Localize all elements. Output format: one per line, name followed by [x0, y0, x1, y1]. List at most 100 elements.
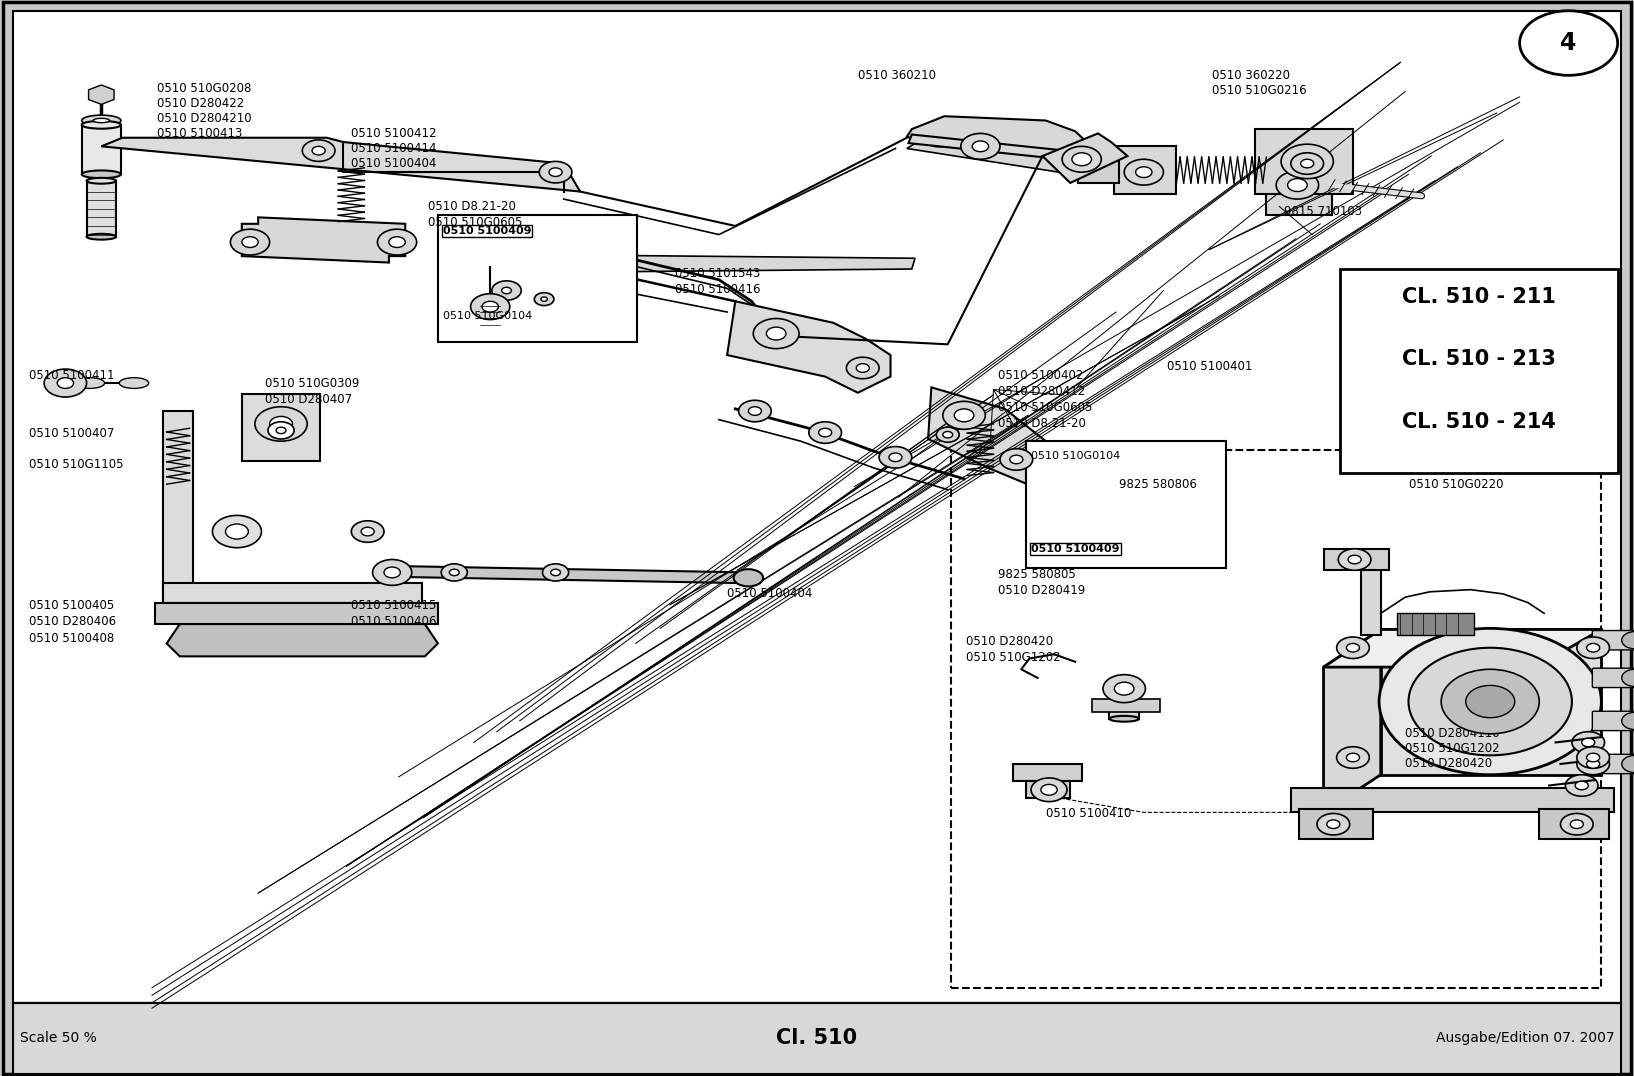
Text: 0510 5100409: 0510 5100409	[443, 226, 531, 237]
Circle shape	[534, 293, 554, 306]
Text: 0510 510G0605: 0510 510G0605	[998, 401, 1093, 414]
Circle shape	[57, 378, 74, 388]
Polygon shape	[1291, 788, 1614, 812]
Text: 0510 5100414: 0510 5100414	[351, 142, 436, 155]
Polygon shape	[1255, 129, 1353, 194]
Circle shape	[1301, 159, 1314, 168]
Polygon shape	[1114, 146, 1176, 194]
Text: 9825 580805: 9825 580805	[998, 568, 1077, 581]
Bar	[1026, 441, 1226, 568]
Circle shape	[1124, 159, 1163, 185]
Text: CL. 510 - 213: CL. 510 - 213	[1402, 350, 1556, 369]
Circle shape	[748, 407, 761, 415]
Text: 0510 5100401: 0510 5100401	[1167, 360, 1252, 373]
Circle shape	[1337, 637, 1369, 659]
Circle shape	[373, 560, 412, 585]
Circle shape	[212, 515, 261, 548]
Polygon shape	[569, 255, 915, 272]
Text: 0510 5100416: 0510 5100416	[675, 283, 760, 296]
Polygon shape	[909, 134, 1065, 159]
Bar	[951, 450, 1601, 988]
Polygon shape	[907, 133, 1111, 176]
Circle shape	[1621, 755, 1634, 773]
Circle shape	[1337, 747, 1369, 768]
Circle shape	[1010, 455, 1023, 464]
Circle shape	[502, 287, 511, 294]
Text: 0510 D280406: 0510 D280406	[29, 615, 116, 628]
Text: 0510 510G0220: 0510 510G0220	[1409, 478, 1503, 491]
Circle shape	[739, 400, 771, 422]
Circle shape	[1281, 144, 1333, 179]
Text: 0510 5100411: 0510 5100411	[29, 369, 114, 382]
Circle shape	[1572, 732, 1605, 753]
Text: 0510 D8.21-20: 0510 D8.21-20	[428, 200, 516, 213]
Circle shape	[1575, 781, 1588, 790]
Polygon shape	[242, 394, 320, 461]
Circle shape	[270, 416, 292, 431]
Circle shape	[1621, 669, 1634, 686]
Circle shape	[1338, 549, 1371, 570]
Circle shape	[889, 453, 902, 462]
Text: 0510 D280422: 0510 D280422	[157, 97, 243, 110]
Ellipse shape	[1109, 678, 1139, 684]
Polygon shape	[1078, 151, 1119, 183]
Circle shape	[1441, 669, 1539, 734]
Circle shape	[44, 369, 87, 397]
Circle shape	[1587, 760, 1600, 768]
Circle shape	[1560, 813, 1593, 835]
Circle shape	[1296, 154, 1319, 169]
Circle shape	[936, 427, 959, 442]
Circle shape	[482, 301, 498, 312]
Text: 0510 D280407: 0510 D280407	[265, 393, 351, 406]
Text: 0510 360220: 0510 360220	[1212, 69, 1291, 82]
Circle shape	[361, 527, 374, 536]
Circle shape	[809, 422, 842, 443]
Text: 0510 D280412: 0510 D280412	[998, 385, 1085, 398]
Bar	[1340, 269, 1618, 473]
Ellipse shape	[82, 170, 121, 179]
Text: 0510 510G1105: 0510 510G1105	[29, 458, 124, 471]
Circle shape	[276, 427, 286, 434]
Circle shape	[846, 357, 879, 379]
Circle shape	[943, 431, 953, 438]
Ellipse shape	[734, 569, 763, 586]
Text: 0510 5100410: 0510 5100410	[1046, 807, 1131, 820]
Polygon shape	[1324, 629, 1601, 667]
Circle shape	[1103, 675, 1145, 703]
Text: 0510 5100406: 0510 5100406	[351, 615, 436, 628]
Text: 0510 5100404: 0510 5100404	[727, 587, 812, 600]
Bar	[13, 1003, 1621, 1074]
Circle shape	[1621, 632, 1634, 649]
Circle shape	[539, 161, 572, 183]
Circle shape	[230, 229, 270, 255]
Circle shape	[766, 327, 786, 340]
FancyBboxPatch shape	[1592, 668, 1634, 688]
Text: 0510 360210: 0510 360210	[858, 69, 936, 82]
Text: 0510 5100405: 0510 5100405	[29, 599, 114, 612]
Circle shape	[1570, 820, 1583, 829]
Circle shape	[1409, 648, 1572, 755]
Ellipse shape	[119, 378, 149, 388]
FancyBboxPatch shape	[1592, 631, 1634, 650]
Ellipse shape	[93, 118, 109, 123]
Polygon shape	[1013, 764, 1082, 781]
Ellipse shape	[82, 115, 121, 126]
Ellipse shape	[75, 378, 105, 388]
Text: 0510 D2804210: 0510 D2804210	[157, 112, 252, 125]
Polygon shape	[1361, 560, 1381, 635]
Text: 0510 5100404: 0510 5100404	[351, 157, 436, 170]
Bar	[82, 125, 121, 174]
Ellipse shape	[87, 178, 116, 184]
Text: 0510 510G0309: 0510 510G0309	[265, 377, 359, 390]
Circle shape	[1072, 153, 1092, 166]
Polygon shape	[242, 217, 405, 263]
Circle shape	[1291, 153, 1324, 174]
Text: 0510 D280419: 0510 D280419	[998, 584, 1085, 597]
Text: 0510 510G0216: 0510 510G0216	[1212, 84, 1307, 97]
Text: 0510 D2804110: 0510 D2804110	[1405, 727, 1500, 740]
Text: 0510 510G1202: 0510 510G1202	[966, 651, 1060, 664]
Text: 0510 510G0104: 0510 510G0104	[443, 311, 533, 322]
Bar	[1109, 681, 1139, 719]
Circle shape	[1520, 11, 1618, 75]
Circle shape	[1587, 753, 1600, 762]
